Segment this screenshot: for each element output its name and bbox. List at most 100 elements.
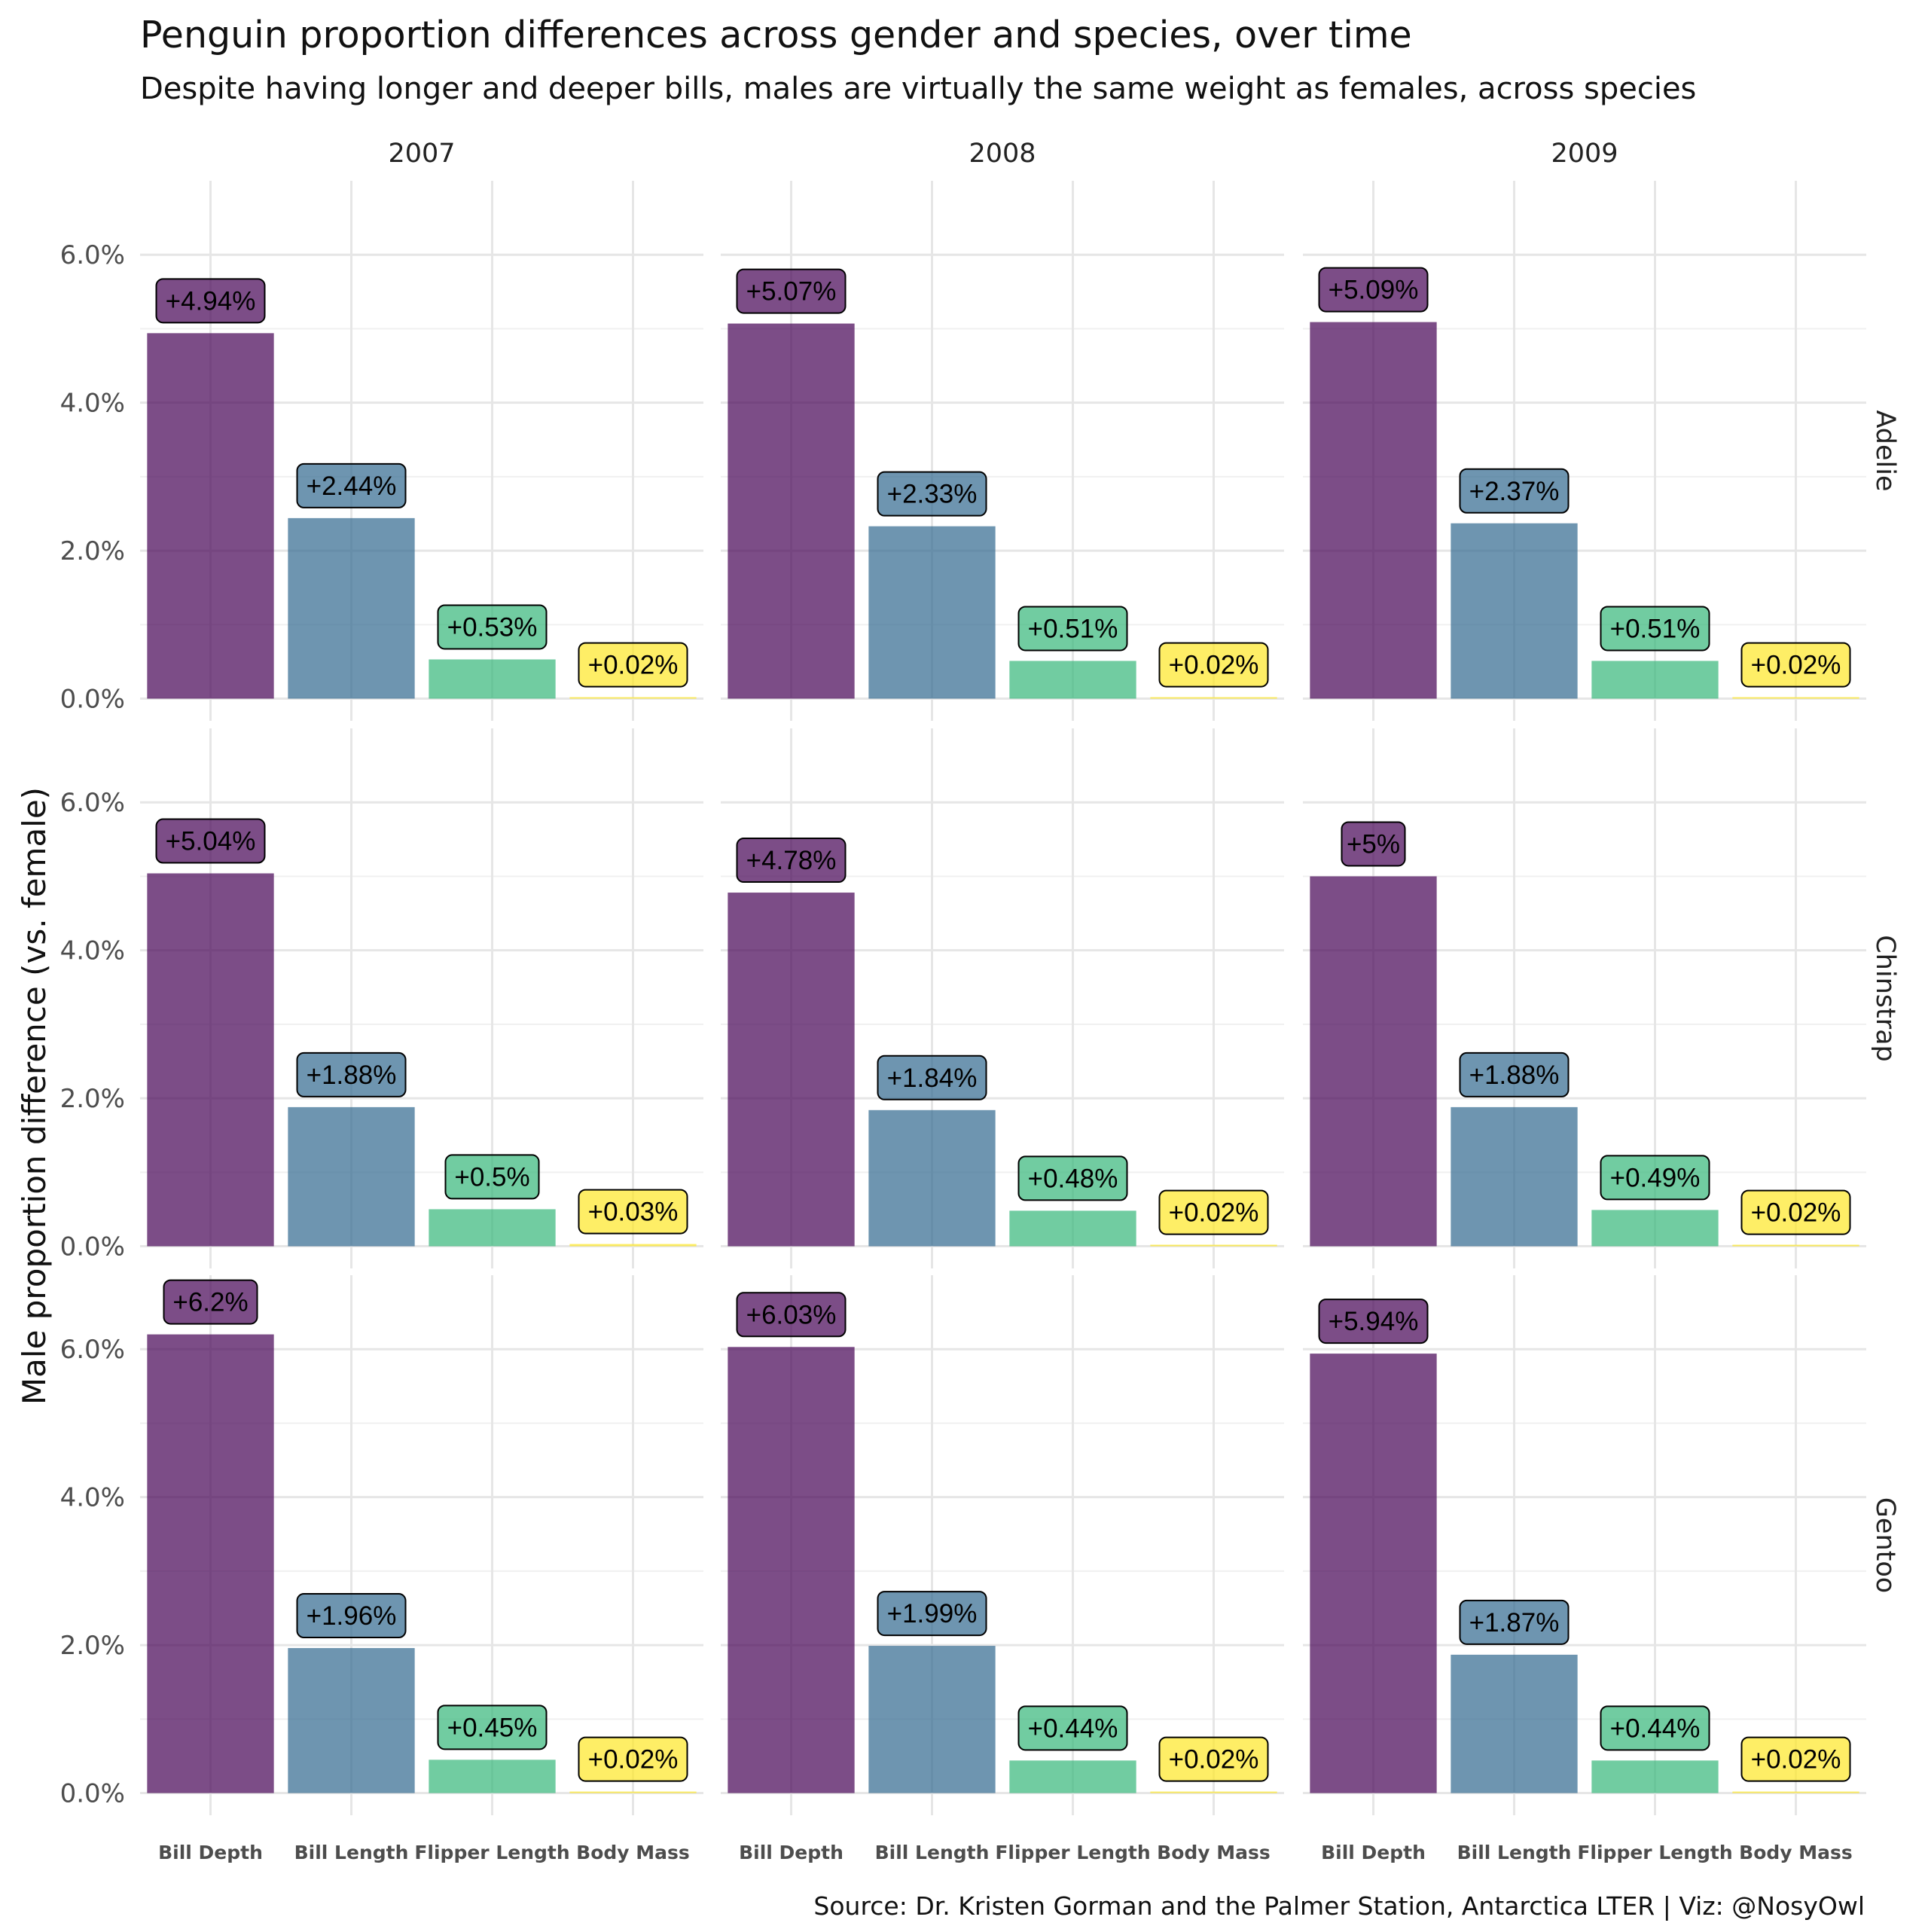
data-label-box [877, 1055, 987, 1100]
data-label-flipper-length: +0.48% [1028, 1164, 1118, 1193]
data-label-box [1600, 606, 1710, 652]
panel-2009-adelie: +5.09% +2.37% +0.51% +0.02% [1303, 181, 1866, 721]
panel-2008-chinstrap: +4.78% +1.84% +0.48% +0.02% [721, 728, 1284, 1268]
panel-2008-gentoo: Bill Depth Bill Length Flipper Length Body … [721, 1275, 1284, 1863]
data-label-bill-depth: +5.94% [1329, 1307, 1419, 1336]
data-label-flipper-length: +0.51% [1028, 614, 1118, 643]
bar-bill-depth [728, 323, 855, 699]
bar-bill-depth [1310, 322, 1437, 699]
facet-strip-year-2007: 2007 [388, 139, 455, 169]
bar-bill-length [1451, 1106, 1578, 1247]
y-tick-label: 0.0% [60, 685, 125, 715]
y-tick-label: 4.0% [60, 936, 125, 966]
data-label-box [296, 1051, 407, 1097]
bar-flipper-length [429, 1760, 556, 1793]
data-label-box [578, 1189, 688, 1235]
x-tick-label-bill-depth: Bill Depth [1321, 1842, 1426, 1863]
data-label-bill-length: +1.84% [887, 1064, 978, 1093]
data-label-body-mass: +0.03% [588, 1198, 679, 1227]
bar-bill-length [288, 1648, 415, 1793]
facet-strip-year-2008: 2008 [969, 139, 1036, 169]
data-label-box [1158, 1736, 1269, 1782]
data-label-box [1600, 1705, 1710, 1751]
y-axis-label: Male proportion difference (vs. female) [16, 787, 53, 1405]
x-tick-label-body-mass: Body Mass [576, 1842, 690, 1863]
data-label-box [444, 1154, 540, 1200]
x-tick-label-flipper-length: Flipper Length [414, 1842, 569, 1863]
data-label-bill-depth: +6.2% [172, 1288, 248, 1317]
y-tick-label: 0.0% [60, 1779, 125, 1809]
y-tick-label: 6.0% [60, 788, 125, 818]
data-label-box [296, 1593, 407, 1639]
bar-bill-length [868, 1109, 996, 1247]
data-label-bill-length: +1.88% [307, 1061, 397, 1090]
bar-flipper-length [1591, 1210, 1719, 1247]
data-label-bill-depth: +5.09% [1329, 276, 1419, 305]
data-label-bill-depth: +5.04% [166, 827, 256, 856]
x-tick-label-body-mass: Body Mass [1739, 1842, 1853, 1863]
data-label-flipper-length: +0.5% [454, 1162, 529, 1192]
bar-bill-depth [1310, 876, 1437, 1247]
data-label-box [437, 1705, 548, 1750]
data-label-body-mass: +0.02% [1751, 651, 1841, 680]
data-label-bill-length: +2.44% [307, 472, 397, 501]
panel-2007-chinstrap: 0.0% 2.0% 4.0% 6.0% +5.04% +1.88% +0.5% +0.03% [60, 728, 703, 1268]
data-label-box [1459, 468, 1570, 514]
bar-flipper-length [1009, 1210, 1136, 1247]
bar-bill-length [868, 1646, 996, 1793]
y-tick-label: 2.0% [60, 1631, 125, 1661]
data-label-bill-length: +1.88% [1469, 1061, 1560, 1090]
bar-bill-depth [147, 333, 274, 699]
data-label-box [736, 268, 847, 314]
bar-flipper-length [1009, 1760, 1136, 1793]
x-tick-label-body-mass: Body Mass [1157, 1842, 1271, 1863]
data-label-box [736, 838, 847, 884]
data-label-flipper-length: +0.51% [1610, 614, 1701, 643]
x-tick-label-bill-depth: Bill Depth [739, 1842, 844, 1863]
bar-bill-length [868, 526, 996, 699]
x-tick-label-bill-length: Bill Length [294, 1842, 409, 1863]
x-tick-label-flipper-length: Flipper Length [995, 1842, 1150, 1863]
bar-flipper-length [1009, 661, 1136, 699]
data-label-bill-depth: +5% [1347, 829, 1400, 859]
data-label-flipper-length: +0.49% [1610, 1163, 1701, 1192]
x-tick-label-bill-length: Bill Length [875, 1842, 990, 1863]
bar-bill-depth [147, 1334, 274, 1793]
data-label-bill-length: +1.99% [887, 1599, 978, 1628]
data-label-box [1459, 1051, 1570, 1097]
data-label-box [163, 1279, 258, 1325]
data-label-box [1318, 267, 1429, 313]
data-label-box [877, 471, 987, 517]
bar-flipper-length [1591, 1760, 1719, 1793]
y-tick-label: 2.0% [60, 1084, 125, 1114]
data-label-box [1600, 1155, 1710, 1201]
bar-body-mass [569, 697, 697, 699]
data-label-box [1318, 1299, 1429, 1344]
y-tick-label: 6.0% [60, 1335, 125, 1365]
data-label-box [1158, 1189, 1269, 1235]
data-label-body-mass: +0.02% [1169, 651, 1259, 680]
data-label-flipper-length: +0.45% [447, 1713, 538, 1742]
x-tick-label-bill-depth: Bill Depth [158, 1842, 263, 1863]
data-label-body-mass: +0.02% [588, 651, 679, 680]
bar-body-mass [1732, 1791, 1859, 1793]
data-label-box [1158, 642, 1269, 688]
data-label-box [1740, 1189, 1851, 1235]
panel-2007-adelie: 0.0% 2.0% 4.0% 6.0% +4.94% +2.44% +0.53% +0.02% [60, 181, 703, 721]
x-tick-label-flipper-length: Flipper Length [1577, 1842, 1732, 1863]
y-tick-label: 4.0% [60, 1483, 125, 1513]
data-label-box [1017, 1155, 1128, 1201]
data-label-box [578, 1736, 688, 1782]
panel-2009-gentoo: Bill Depth Bill Length Flipper Length Body … [1303, 1275, 1866, 1863]
data-label-bill-length: +2.37% [1469, 477, 1560, 506]
data-label-bill-length: +2.33% [887, 480, 978, 509]
data-label-flipper-length: +0.53% [447, 612, 538, 642]
data-label-box [1740, 1736, 1851, 1782]
bar-bill-length [1451, 523, 1578, 699]
bar-bill-depth [728, 1347, 855, 1793]
bar-bill-depth [147, 873, 274, 1247]
data-label-box [1341, 821, 1406, 867]
facet-strip-year-2009: 2009 [1551, 139, 1618, 169]
